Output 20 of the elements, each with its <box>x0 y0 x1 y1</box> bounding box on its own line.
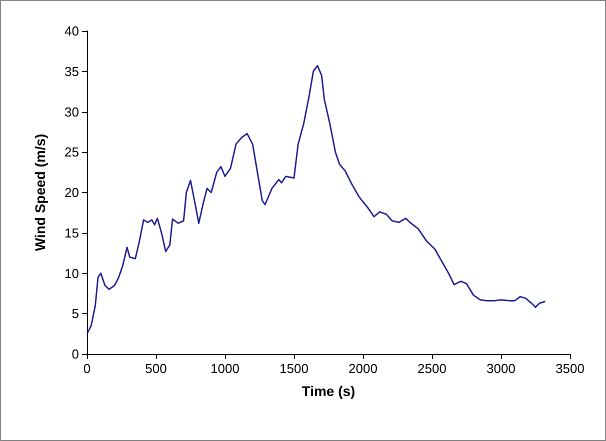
y-axis-title: Wind Speed (m/s) <box>32 134 48 252</box>
x-tick-label: 3000 <box>486 361 516 376</box>
line-series <box>86 64 546 335</box>
x-tick-label: 0 <box>83 361 91 376</box>
y-tick-label: 35 <box>64 64 79 79</box>
x-tick-label: 2500 <box>418 361 446 376</box>
y-tick-label: 30 <box>64 104 79 120</box>
x-tick-label: 1000 <box>210 361 240 376</box>
y-tick-label: 5 <box>72 306 79 322</box>
x-tick-label: 500 <box>145 361 167 376</box>
y-tick-label: 20 <box>64 185 79 200</box>
y-tick-label: 15 <box>64 225 79 240</box>
x-axis-title: Time (s) <box>302 383 356 399</box>
y-tick-label: 40 <box>64 24 79 38</box>
y-tick-label: 10 <box>64 266 79 281</box>
y-tick-label: 0 <box>72 346 79 362</box>
x-tick-label: 1500 <box>280 361 308 376</box>
x-tick-label: 3500 <box>556 361 584 376</box>
y-tick-label: 25 <box>64 144 79 160</box>
x-tick-label: 2000 <box>348 361 378 376</box>
